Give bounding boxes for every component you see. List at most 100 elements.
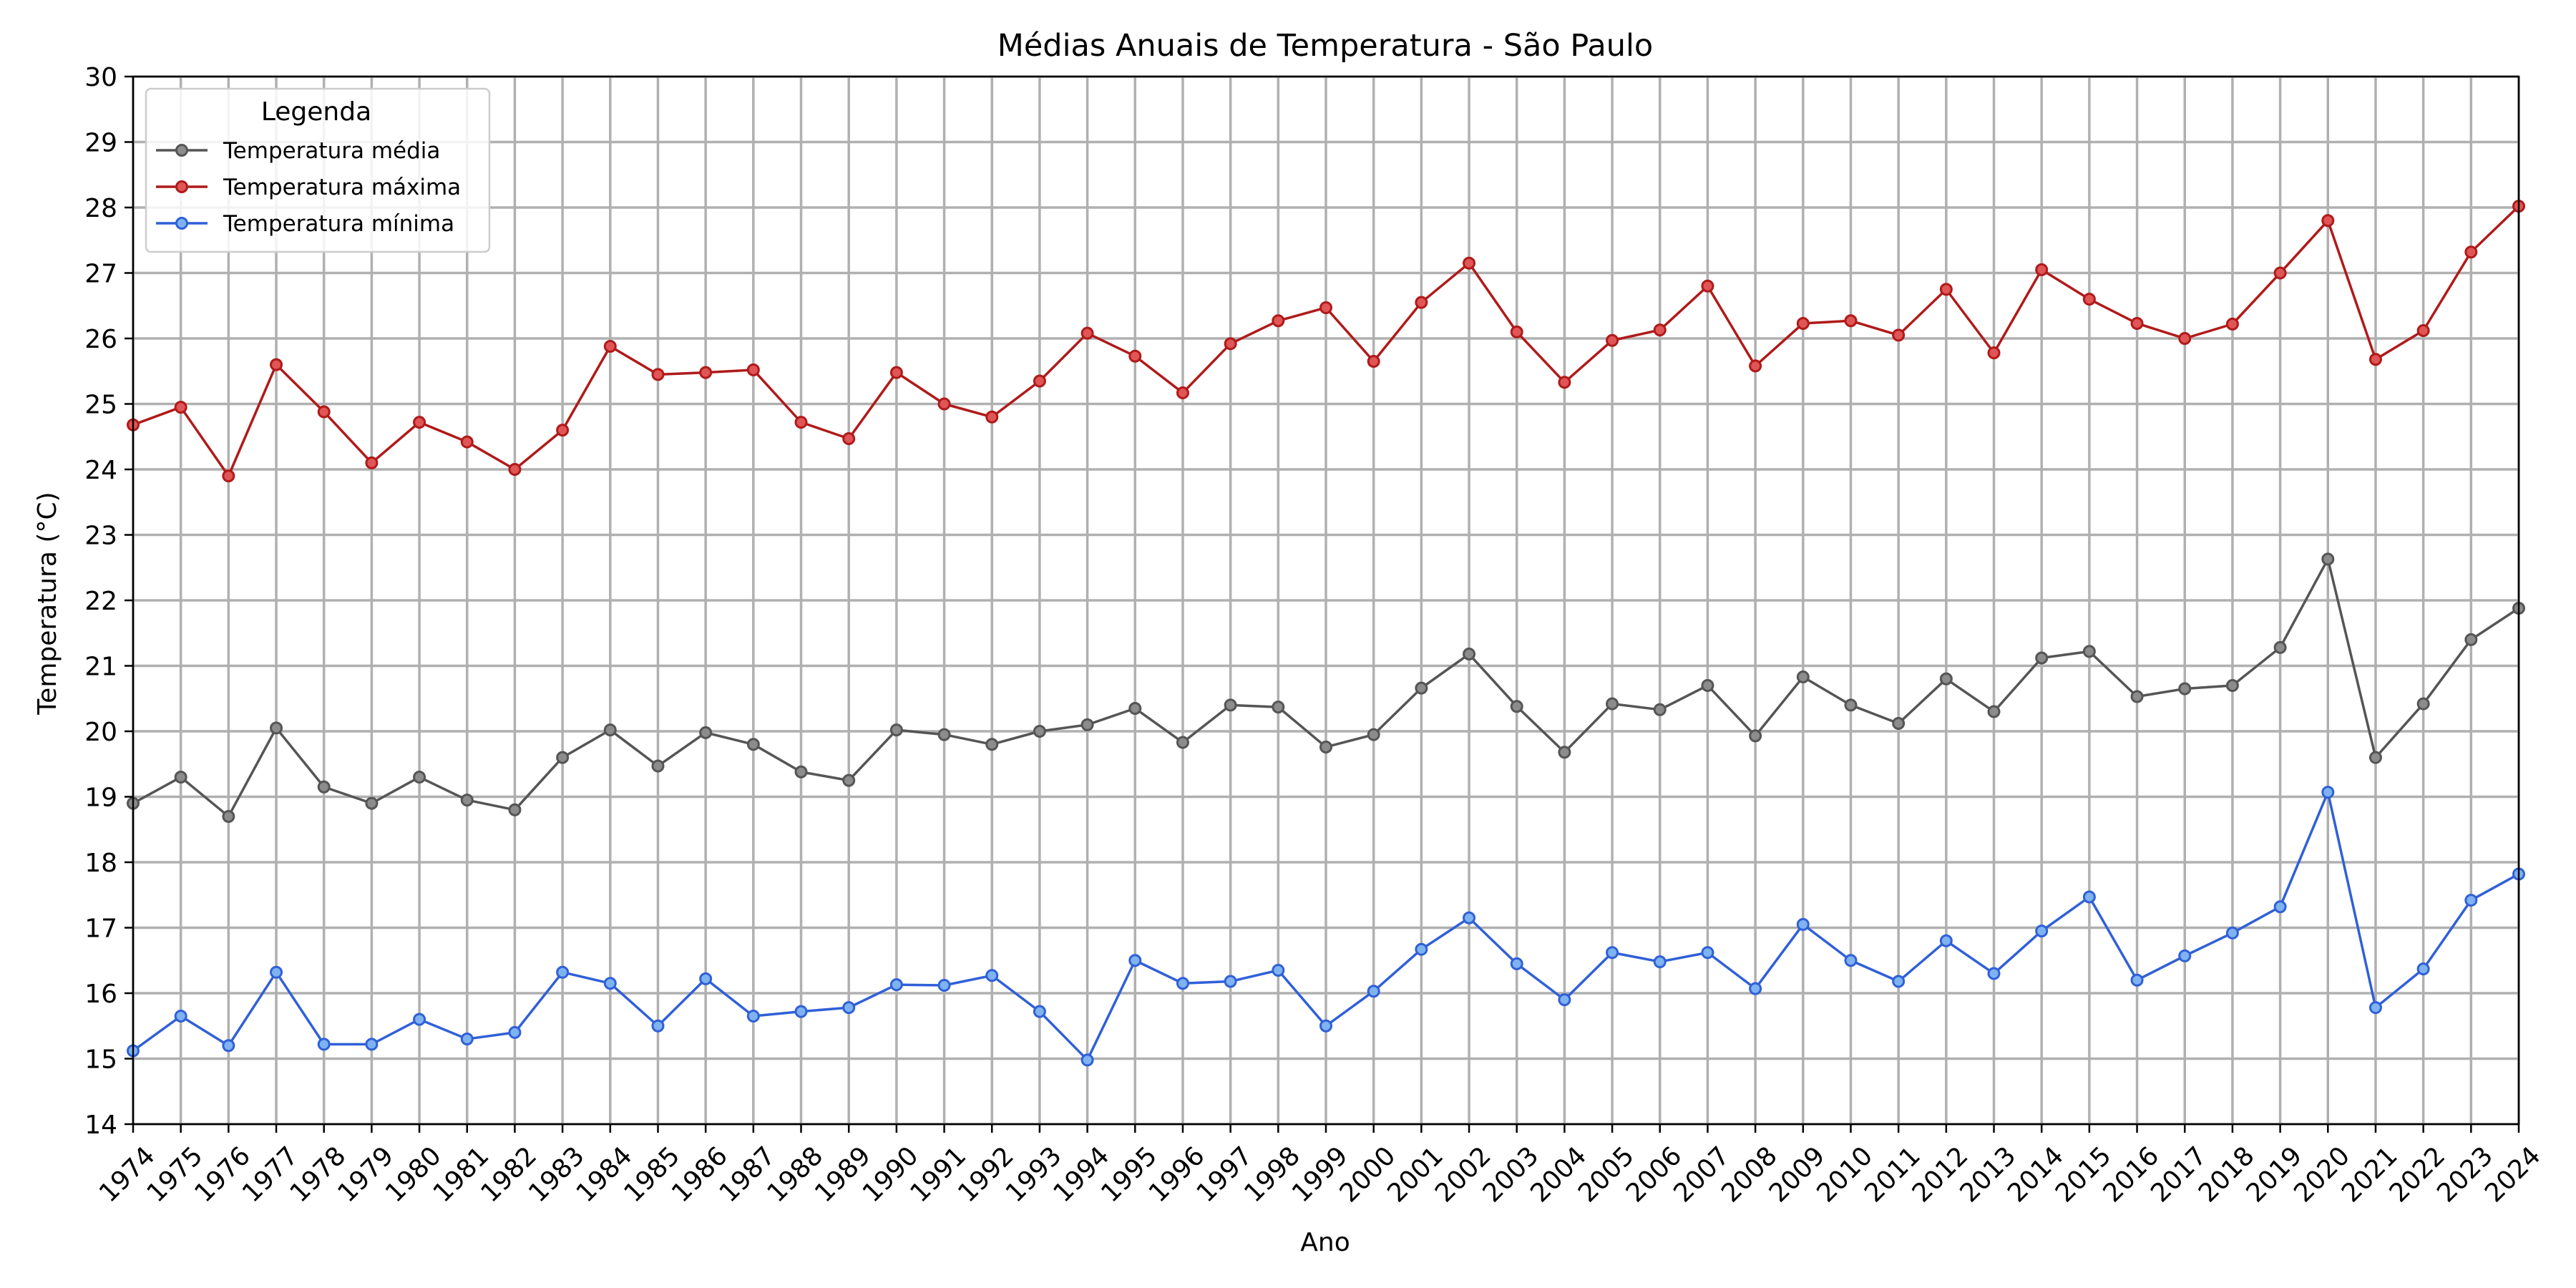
data-point [1128,701,1142,715]
data-point [1606,697,1619,711]
data-point [889,366,903,379]
data-point [1176,736,1189,749]
data-point [1224,975,1237,988]
data-point [2178,332,2192,345]
legend-swatch-marker [175,180,188,193]
data-point [937,397,951,411]
data-point [1415,296,1428,309]
chart-title: Médias Anuais de Temperatura - São Paulo [997,28,1653,64]
data-point [1176,386,1189,399]
data-point [1749,359,1762,373]
data-point [1796,670,1810,684]
data-point [1367,985,1380,998]
y-tick-label: 26 [84,325,117,354]
data-point [270,965,283,979]
data-point [556,965,570,979]
data-point [1939,283,1953,296]
data-point [317,780,331,794]
data-point [270,721,283,735]
data-point [1844,698,1858,712]
data-point [2464,633,2478,646]
data-point [2225,317,2239,331]
data-point [746,1010,760,1023]
data-point [2321,786,2335,799]
data-point [1796,917,1810,931]
data-point [1558,376,1571,389]
legend-label: Temperatura máxima [223,175,461,200]
data-point [2368,751,2382,764]
data-point [2178,682,2192,696]
data-point [2321,214,2335,228]
data-point [365,796,379,810]
data-point [1319,1019,1332,1033]
y-tick-label: 21 [84,653,117,682]
data-point [556,424,570,437]
data-point [1463,648,1476,661]
data-point [1224,337,1237,351]
y-tick-label: 25 [84,391,117,420]
data-point [222,469,235,483]
data-point [985,410,999,424]
data-point [651,368,665,381]
data-point [2273,266,2287,280]
data-point [1987,346,2001,360]
data-point [1510,957,1523,970]
data-point [1749,982,1762,995]
data-point [1128,954,1142,967]
data-point [2082,890,2096,904]
data-point [746,363,760,376]
series-layer [127,200,2525,1067]
data-point [1701,678,1714,692]
data-point [508,803,522,816]
data-point [1892,975,1906,988]
data-point [2368,353,2382,366]
data-point [222,809,235,823]
data-point [460,435,474,449]
data-point [2464,894,2478,907]
y-tick-label: 15 [84,1045,117,1075]
data-point [413,771,426,784]
data-point [2321,552,2335,566]
legend-item: Temperatura máxima [156,175,461,200]
data-point [460,1033,474,1046]
legend-label: Temperatura média [223,138,440,164]
data-point [1653,323,1667,337]
data-point [1033,374,1046,388]
data-point [937,728,951,741]
data-point [2082,293,2096,306]
data-point [1272,314,1285,328]
data-point [1796,316,1810,330]
data-point [1463,256,1476,270]
y-tick-label: 19 [84,784,117,813]
data-point [603,339,617,353]
data-point [1080,1053,1094,1067]
data-point [889,723,903,737]
series-temperatura-maxima [127,200,2525,483]
data-point [2035,924,2049,938]
data-point [1606,333,1619,347]
data-point [222,1039,235,1053]
legend-box [145,87,491,253]
y-tick-label: 22 [84,587,117,616]
data-point [2130,690,2144,703]
data-point [508,1025,522,1039]
data-point [1844,314,1858,328]
data-point [1653,703,1667,716]
data-point [1987,967,2001,980]
data-point [174,1010,187,1023]
data-point [1367,355,1380,369]
data-point [1653,955,1667,969]
legend-title: Legenda [261,97,371,127]
data-point [794,416,808,429]
data-point [1844,954,1858,967]
data-point [1033,1005,1046,1018]
data-point [651,759,665,773]
data-point [1510,325,1523,338]
data-point [1558,746,1571,759]
series-temperatura-minima [127,786,2525,1067]
data-point [1606,946,1619,960]
legend-label: Temperatura mínima [223,211,454,237]
data-point [937,979,951,992]
data-point [1510,700,1523,713]
data-point [1701,279,1714,293]
